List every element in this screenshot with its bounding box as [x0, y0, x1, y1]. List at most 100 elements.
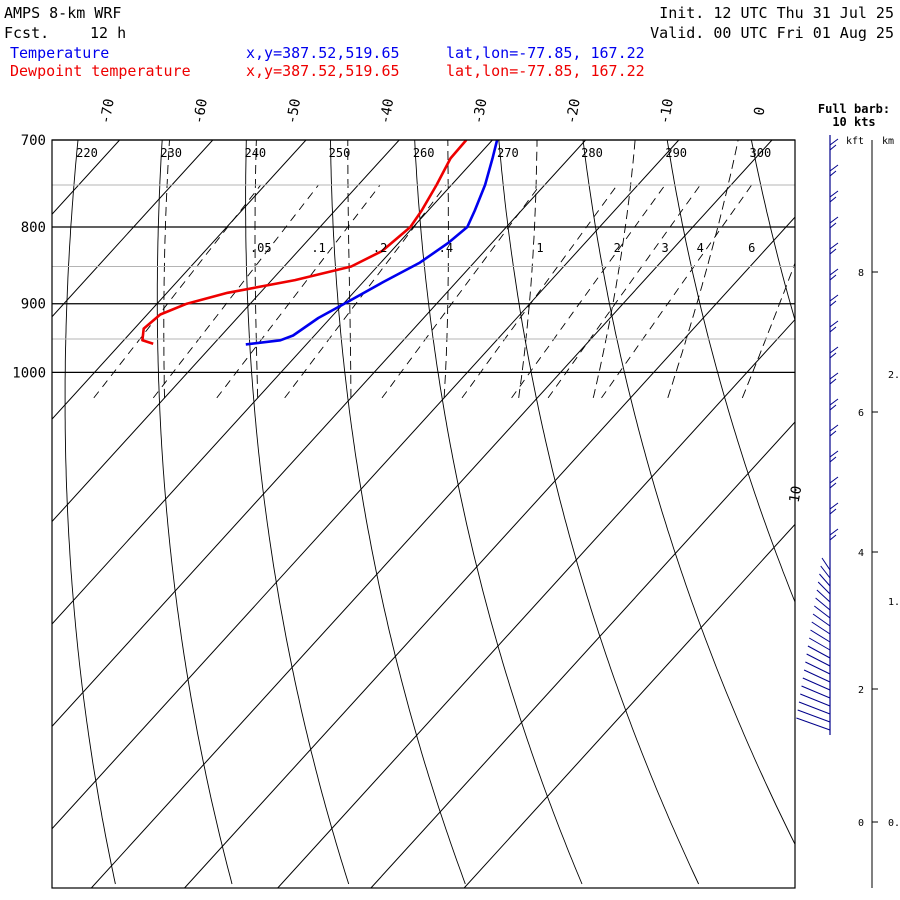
dry-adiabat-line	[666, 140, 795, 604]
moist-adiabat-line	[667, 140, 739, 399]
wind-barb-icon	[829, 326, 837, 333]
km-tick-label: 2.	[888, 370, 900, 381]
wind-barb-icon	[829, 528, 839, 536]
wind-barb-icon	[829, 346, 839, 354]
isotherm-line	[52, 140, 586, 728]
wind-barb-icon	[812, 613, 831, 627]
theta-label: 230	[160, 146, 182, 160]
kft-tick-label: 2	[858, 685, 864, 696]
wind-barb-icon	[829, 352, 837, 359]
pressure-tick-label: 800	[21, 220, 46, 236]
wind-barb-icon	[829, 320, 839, 328]
dry-adiabat-line	[330, 140, 466, 885]
wind-barb-icon	[814, 605, 831, 619]
wind-barb-icon	[829, 164, 839, 172]
wind-barb-icon	[820, 565, 831, 579]
kft-tick-label: 0	[858, 818, 864, 829]
moist-adiabat-line	[163, 140, 170, 398]
moist-adiabat-line	[518, 140, 538, 398]
mixing-ratio-label: .1	[311, 241, 325, 255]
wind-barb-icon	[829, 430, 837, 437]
profile-traces	[141, 140, 499, 346]
temperature-profile-line	[245, 140, 499, 346]
temperature-latlon: lat,lon=-77.85, 167.22	[446, 44, 645, 62]
wind-barb-icon	[806, 653, 831, 667]
temperature-tick-label: -40	[377, 97, 397, 125]
kft-tick-label: 8	[858, 268, 864, 279]
temperature-tick-label: 10	[787, 485, 806, 504]
legend-temperature: Temperature	[10, 44, 109, 62]
wind-barb-icon	[800, 693, 831, 707]
wind-barb-icon	[829, 482, 837, 489]
pressure-tick-label: 1000	[12, 365, 46, 381]
isotherm-line	[0, 140, 26, 888]
temperature-xy: x,y=387.52,519.65	[246, 44, 400, 62]
theta-label: 290	[665, 146, 687, 160]
mixing-ratio-label: 6	[748, 241, 755, 255]
wind-barb-icon	[829, 144, 837, 151]
wind-barb-icon	[801, 685, 831, 699]
wind-barb-icon	[797, 709, 831, 723]
forecast-label: Fcst.	[4, 24, 49, 42]
wind-barb-icon	[829, 398, 839, 406]
moist-adiabat-line	[347, 140, 352, 398]
wind-barb-icon	[829, 294, 839, 302]
wind-barb-icon	[829, 476, 839, 484]
wind-barb-icon	[829, 190, 839, 198]
mixing-ratio-line	[601, 184, 753, 399]
moist-adiabat-line	[741, 261, 795, 399]
temperature-tick-label: -60	[191, 97, 211, 125]
wind-barb-icon	[807, 645, 831, 659]
wind-barb-icon	[829, 274, 837, 281]
wind-barb-icon	[829, 378, 837, 385]
wind-barb-icon	[829, 222, 837, 229]
temperature-tick-label: -20	[564, 97, 584, 125]
mixing-ratio-line	[216, 184, 381, 399]
theta-label: 250	[329, 146, 351, 160]
isotherm-line	[90, 140, 773, 888]
temperature-tick-label: -70	[98, 97, 118, 125]
mixing-ratio-label: 2	[614, 241, 621, 255]
wind-barb-icon	[829, 268, 839, 276]
mixing-ratio-line	[461, 184, 618, 399]
wind-barb-icon	[802, 677, 831, 691]
dewpoint-profile-line	[141, 140, 468, 345]
kft-tick-label: 4	[858, 548, 864, 559]
theta-label: 270	[497, 146, 519, 160]
barb-value: 10 kts	[832, 115, 875, 129]
temperature-tick-label: -30	[470, 97, 490, 125]
km-tick-label: 1.	[888, 597, 900, 608]
wind-barb-icon	[816, 589, 831, 603]
moist-adiabat-line	[817, 131, 900, 398]
theta-label: 300	[750, 146, 772, 160]
dry-adiabat-line	[836, 140, 900, 884]
kft-tick-label: 6	[858, 408, 864, 419]
dry-adiabat-line	[498, 140, 700, 885]
isotherm-line	[52, 140, 680, 830]
theta-label: 280	[581, 146, 603, 160]
dry-adiabat-line	[156, 140, 233, 885]
pressure-tick-label: 700	[21, 133, 46, 149]
isotherm-line	[277, 318, 795, 888]
temperature-tick-label: 0	[751, 106, 768, 117]
wind-barb-icon	[796, 717, 831, 731]
mixing-ratio-label: .05	[250, 241, 272, 255]
wind-barb-icon	[811, 621, 831, 635]
wind-barb-icon	[819, 573, 831, 587]
model-title: AMPS 8-km WRF	[4, 4, 121, 22]
legend-dewpoint: Dewpoint temperature	[10, 62, 191, 80]
moist-adiabat-line	[443, 140, 449, 398]
wind-barb-icon	[829, 502, 839, 510]
wind-barb-icon	[829, 138, 839, 146]
wind-barb-icon	[829, 372, 839, 380]
wind-panel: 8 6 4 2 0 2. 1. 0.	[796, 135, 900, 888]
isotherm-line	[52, 140, 307, 420]
km-tick-label: 0.	[888, 818, 900, 829]
dry-adiabat-line	[582, 140, 795, 846]
wind-barb-icon	[829, 424, 839, 432]
mixing-ratio-label: .2	[373, 241, 387, 255]
mixing-ratio-label: 4	[697, 241, 704, 255]
theta-label: 220	[76, 146, 98, 160]
wind-barb-icon	[815, 597, 831, 611]
